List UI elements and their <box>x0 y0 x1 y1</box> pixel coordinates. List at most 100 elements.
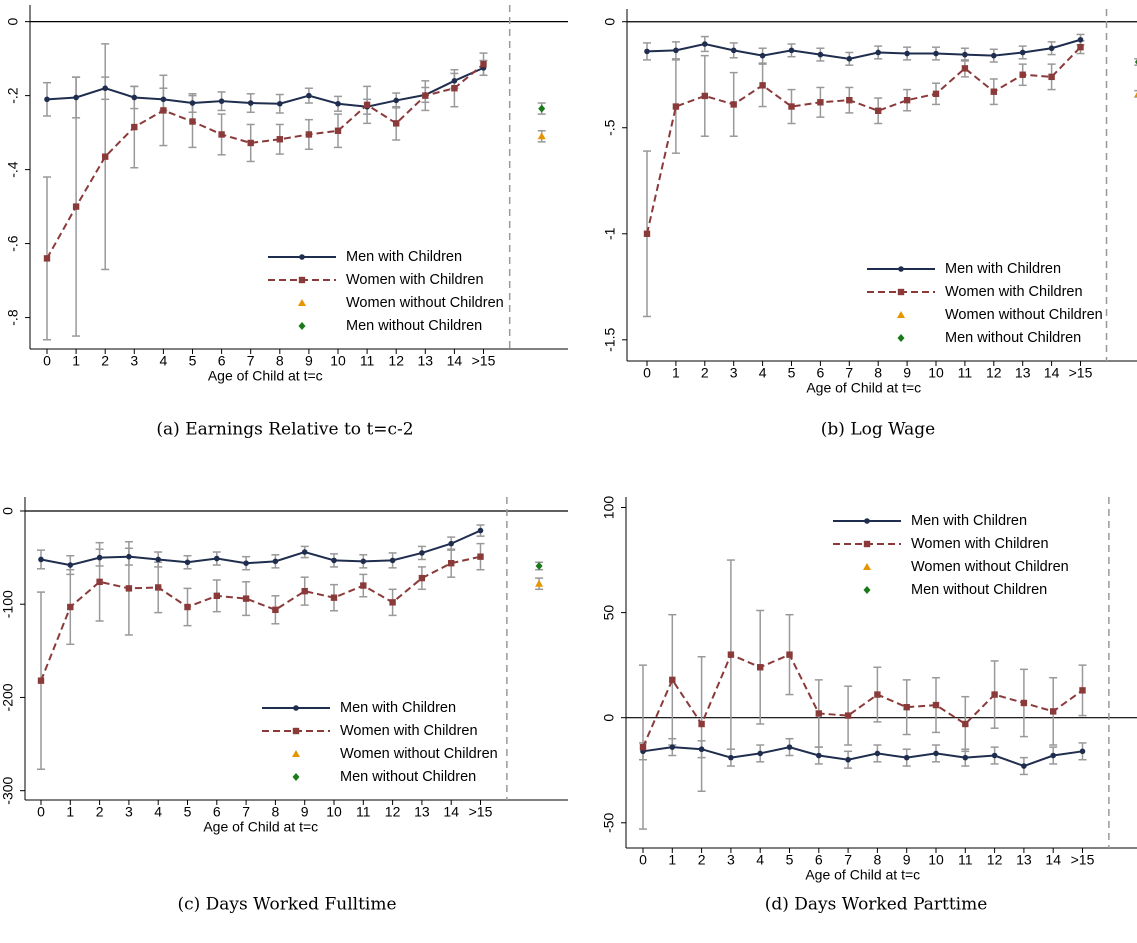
marker <box>96 578 103 586</box>
marker <box>903 754 910 761</box>
marker <box>932 90 940 98</box>
marker <box>643 230 651 237</box>
marker <box>334 127 342 134</box>
y-tick-label: -1.5 <box>602 328 618 352</box>
x-tick-label: 4 <box>160 353 168 369</box>
marker <box>389 557 396 564</box>
marker <box>788 103 795 110</box>
error-bar <box>1134 58 1137 66</box>
legend-label: Men with Children <box>945 261 1061 277</box>
marker <box>360 582 367 589</box>
plot-area <box>643 33 1137 318</box>
caption: (d) Days Worked Parttime <box>765 895 988 915</box>
marker <box>644 48 650 55</box>
y-tick-label: -.4 <box>5 161 21 178</box>
marker <box>990 88 997 95</box>
marker <box>184 559 191 566</box>
y-tick-label: -.5 <box>602 119 618 136</box>
marker <box>730 47 737 54</box>
marker <box>816 752 822 759</box>
y-tick-label: 0 <box>0 507 16 515</box>
marker <box>67 562 74 568</box>
marker <box>72 203 80 210</box>
marker <box>243 560 249 566</box>
x-tick-label: 3 <box>730 365 738 381</box>
series-line <box>642 653 1084 748</box>
marker <box>1048 73 1055 81</box>
marker <box>126 553 132 560</box>
x-tick-label: 1 <box>72 353 80 369</box>
marker <box>903 96 911 104</box>
x-tick-label: 7 <box>845 365 853 381</box>
x-tick-label: 2 <box>96 804 104 820</box>
marker <box>272 606 279 614</box>
legend-marker <box>897 288 905 296</box>
series-line <box>646 46 1082 234</box>
marker <box>44 96 50 103</box>
x-tick-label: 9 <box>305 353 313 369</box>
marker <box>184 603 191 611</box>
x-tick-label: 1 <box>66 804 74 820</box>
marker <box>702 41 708 47</box>
legend-marker <box>897 334 905 342</box>
marker <box>389 599 396 606</box>
x-tick-label: 13 <box>418 353 434 369</box>
marker <box>419 550 425 556</box>
marker <box>155 556 161 563</box>
x-tick-label: 9 <box>301 804 309 820</box>
marker <box>672 103 680 110</box>
legend-label: Men without Children <box>346 318 482 334</box>
x-tick-label: 4 <box>154 804 162 820</box>
legend-marker <box>292 773 300 781</box>
legend-label: Men without Children <box>945 330 1081 346</box>
marker <box>537 132 546 140</box>
x-tick-label: 2 <box>698 852 706 868</box>
x-tick-label: >15 <box>1069 365 1093 381</box>
marker <box>131 94 138 101</box>
legend-label: Men without Children <box>911 582 1047 598</box>
marker <box>360 558 367 565</box>
marker <box>1077 36 1084 43</box>
marker <box>102 153 109 160</box>
marker <box>448 559 455 567</box>
marker <box>247 100 254 106</box>
legend-label: Men with Children <box>346 249 462 265</box>
legend-marker <box>292 727 300 735</box>
x-tick-label: 0 <box>37 804 45 820</box>
x-tick-label: 10 <box>326 804 342 820</box>
legend-marker <box>292 750 300 757</box>
marker <box>393 97 400 104</box>
marker <box>96 554 103 561</box>
x-tick-label: 7 <box>247 353 255 369</box>
x-tick-label: 14 <box>1045 852 1061 868</box>
x-tick-label: 13 <box>1015 365 1031 381</box>
y-tick-label: -200 <box>0 683 16 711</box>
legend-label: Women without Children <box>346 295 504 311</box>
marker <box>727 651 735 658</box>
marker <box>786 744 793 750</box>
marker <box>759 82 766 89</box>
marker <box>363 101 371 109</box>
marker <box>698 720 705 728</box>
x-tick-label: 12 <box>987 852 1003 868</box>
caption: (a) Earnings Relative to t=c-2 <box>156 420 413 440</box>
x-tick-label: 14 <box>1044 365 1060 381</box>
marker <box>1134 92 1137 97</box>
marker <box>477 527 484 534</box>
legend-label: Women with Children <box>340 723 478 739</box>
legend-marker <box>898 266 904 272</box>
x-tick-label: 14 <box>443 804 459 820</box>
marker <box>991 752 998 759</box>
x-tick-label: 7 <box>242 804 250 820</box>
marker <box>759 52 766 59</box>
x-tick-label: >15 <box>472 353 496 369</box>
marker <box>1079 748 1086 755</box>
legend-label: Women with Children <box>945 284 1083 300</box>
x-tick-label: 1 <box>672 365 680 381</box>
x-tick-label: 11 <box>958 852 973 868</box>
marker <box>247 139 254 147</box>
x-tick-label: >15 <box>469 804 493 820</box>
legend-marker <box>299 254 305 260</box>
marker <box>730 101 737 108</box>
x-tick-label: 2 <box>101 353 109 369</box>
